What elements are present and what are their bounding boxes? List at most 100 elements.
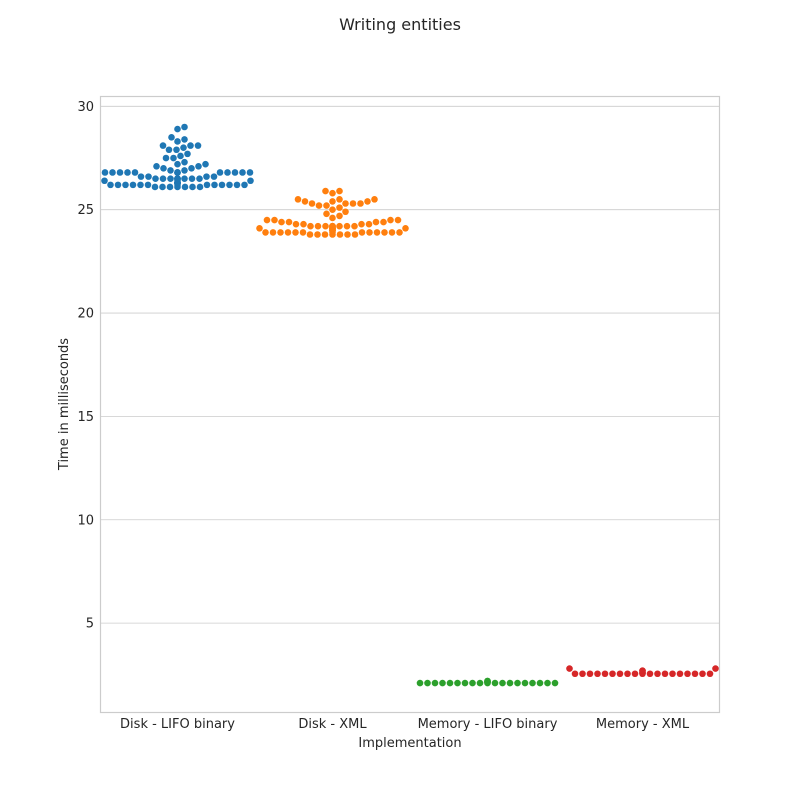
data-point bbox=[292, 229, 299, 236]
data-point bbox=[278, 218, 285, 226]
data-point bbox=[416, 679, 424, 687]
data-point bbox=[712, 665, 719, 672]
data-point bbox=[181, 123, 188, 131]
data-point bbox=[506, 679, 514, 687]
data-point bbox=[676, 670, 684, 678]
data-point bbox=[226, 181, 233, 189]
data-point bbox=[233, 181, 241, 189]
data-point bbox=[336, 204, 343, 211]
data-point bbox=[188, 165, 195, 172]
data-point bbox=[624, 670, 631, 678]
data-point bbox=[224, 169, 231, 176]
data-point bbox=[262, 229, 269, 236]
data-point bbox=[174, 175, 181, 182]
data-point bbox=[314, 231, 321, 238]
data-point bbox=[594, 670, 601, 678]
data-point bbox=[122, 181, 129, 189]
data-point bbox=[180, 144, 187, 151]
data-point bbox=[292, 220, 300, 228]
x-tick-label: Memory - LIFO binary bbox=[418, 717, 558, 732]
data-point bbox=[256, 224, 263, 232]
data-point bbox=[174, 125, 181, 133]
data-point bbox=[166, 183, 174, 191]
data-point bbox=[706, 670, 714, 678]
data-point bbox=[322, 222, 329, 230]
data-point bbox=[144, 181, 152, 189]
data-point bbox=[196, 175, 203, 182]
data-point bbox=[101, 169, 109, 176]
data-point bbox=[446, 679, 454, 687]
data-point bbox=[299, 229, 307, 236]
data-point bbox=[160, 165, 167, 172]
data-point bbox=[394, 216, 402, 224]
data-point bbox=[469, 679, 476, 687]
data-point bbox=[174, 160, 181, 168]
data-point bbox=[344, 231, 351, 238]
data-point bbox=[241, 181, 248, 189]
data-point bbox=[195, 162, 202, 170]
y-tick-label: 15 bbox=[77, 410, 94, 425]
plot-frame bbox=[99, 95, 721, 714]
data-point bbox=[358, 220, 365, 228]
data-point bbox=[499, 679, 506, 687]
data-point bbox=[669, 670, 676, 678]
data-point bbox=[124, 169, 131, 176]
data-point bbox=[159, 142, 167, 149]
data-point bbox=[181, 183, 189, 191]
data-point bbox=[654, 670, 661, 678]
data-point bbox=[529, 679, 536, 687]
data-point bbox=[343, 222, 351, 230]
data-point bbox=[308, 200, 316, 207]
data-point bbox=[294, 196, 302, 203]
data-point bbox=[167, 175, 174, 182]
data-point bbox=[315, 202, 323, 209]
data-point bbox=[167, 167, 174, 174]
data-point bbox=[536, 679, 544, 687]
data-point bbox=[684, 670, 691, 678]
data-point bbox=[336, 222, 343, 230]
y-tick-label: 25 bbox=[77, 203, 94, 218]
data-point bbox=[184, 150, 191, 158]
data-point bbox=[336, 212, 343, 220]
data-point bbox=[285, 218, 293, 226]
data-point bbox=[152, 175, 159, 182]
data-point bbox=[187, 142, 194, 149]
data-point bbox=[329, 198, 336, 205]
data-point bbox=[396, 229, 403, 236]
data-point bbox=[691, 670, 699, 678]
x-tick-label: Disk - XML bbox=[298, 717, 367, 732]
data-point bbox=[609, 670, 616, 678]
data-point bbox=[424, 679, 431, 687]
data-point bbox=[177, 152, 184, 160]
data-point bbox=[218, 181, 226, 189]
data-point bbox=[203, 173, 210, 180]
data-point bbox=[300, 220, 307, 228]
data-point bbox=[699, 670, 706, 678]
data-point bbox=[239, 169, 246, 176]
y-axis: 5 10 15 20 25 30 bbox=[77, 100, 94, 632]
data-point bbox=[188, 175, 196, 182]
data-point bbox=[173, 146, 180, 154]
data-point bbox=[454, 679, 461, 687]
data-point bbox=[231, 169, 239, 176]
data-point bbox=[484, 677, 491, 685]
data-point bbox=[544, 679, 551, 687]
data-point bbox=[314, 222, 322, 230]
data-point bbox=[364, 198, 371, 205]
data-point bbox=[342, 200, 349, 207]
data-point bbox=[431, 679, 439, 687]
data-point bbox=[329, 222, 336, 230]
data-point bbox=[380, 218, 387, 226]
data-point bbox=[387, 216, 394, 224]
data-point bbox=[101, 177, 108, 185]
data-point bbox=[336, 187, 343, 195]
data-point bbox=[168, 134, 175, 141]
data-point bbox=[145, 173, 152, 180]
data-point bbox=[439, 679, 446, 687]
y-tick-label: 30 bbox=[77, 100, 94, 115]
data-points bbox=[101, 123, 719, 687]
data-point bbox=[329, 189, 336, 197]
data-point bbox=[323, 202, 330, 209]
data-point bbox=[381, 229, 388, 236]
